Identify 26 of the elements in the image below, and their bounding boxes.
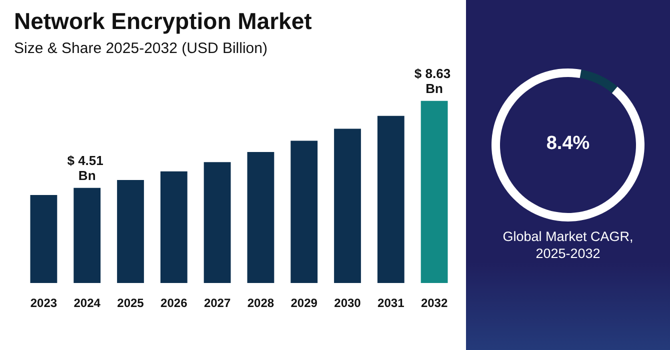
bar	[74, 188, 101, 283]
x-tick-label: 2026	[160, 296, 188, 310]
text: Global Market CAGR, 2025-2032	[502, 228, 634, 262]
chart-subtitle: Size & Share 2025-2032 (USD Billion)	[14, 40, 268, 57]
x-tick-label: 2027	[204, 296, 231, 310]
x-tick-label: 2032	[420, 296, 448, 310]
data-label: $ 4.51 Bn	[67, 152, 107, 183]
text: 8.4%	[545, 133, 591, 155]
x-tick-label: 2031	[378, 296, 405, 310]
x-tick-label: 2029	[290, 296, 318, 310]
x-tick-label: 2023	[30, 296, 58, 310]
x-tick-label: 2024	[74, 296, 101, 310]
bar	[377, 116, 404, 283]
bar	[160, 171, 188, 283]
chart-title: Network Encryption Market	[14, 8, 312, 35]
bar	[420, 100, 448, 283]
bar	[290, 140, 318, 283]
bar	[117, 180, 144, 283]
x-tick-label: 2030	[334, 296, 362, 310]
x-tick-label: 2025	[117, 296, 144, 310]
bar	[30, 195, 58, 283]
bar	[204, 162, 231, 283]
bar	[247, 152, 274, 283]
x-tick-label: 2028	[247, 296, 274, 310]
bar	[334, 128, 361, 283]
data-label: $ 8.63 Bn	[414, 66, 454, 96]
